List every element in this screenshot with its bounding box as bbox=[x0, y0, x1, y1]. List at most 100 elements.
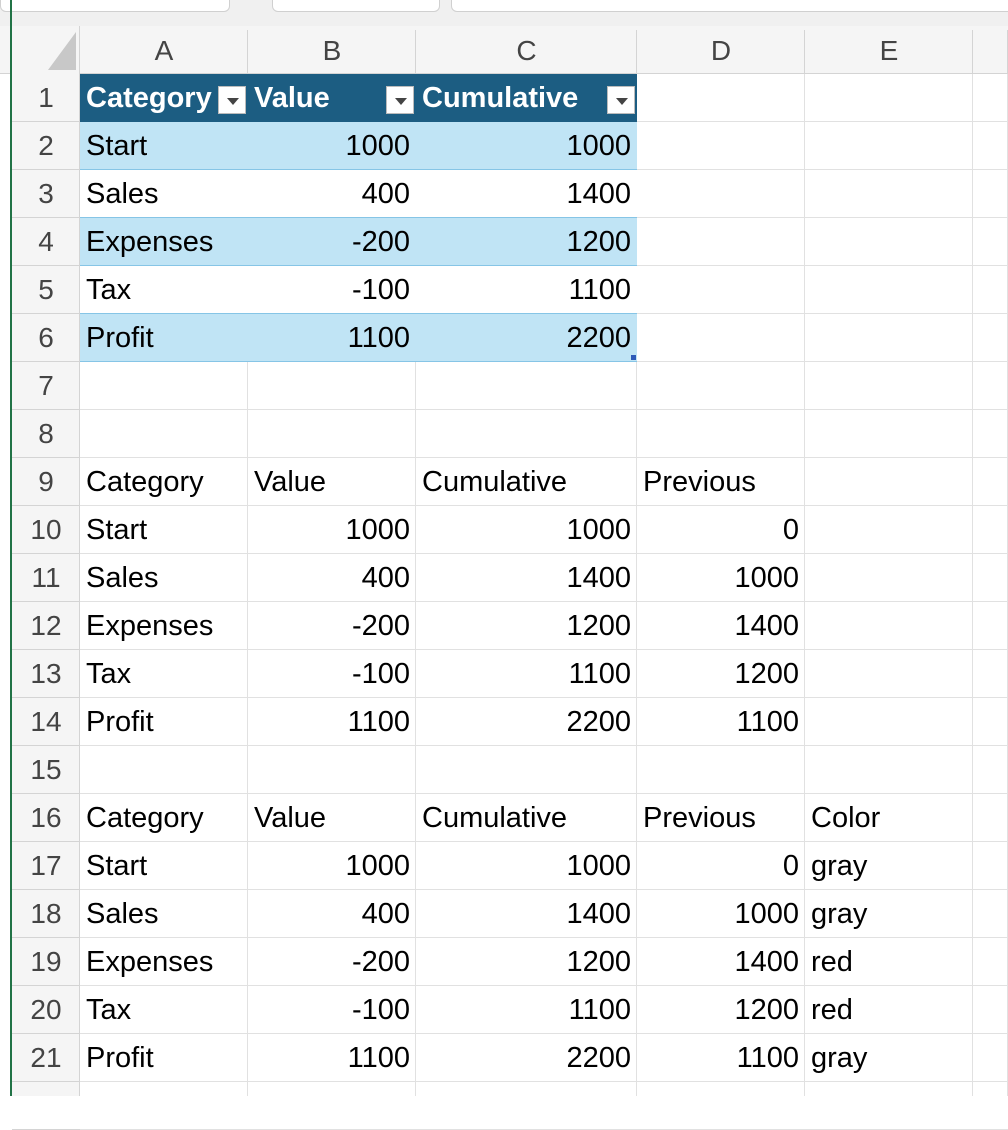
row-header[interactable]: 3 bbox=[38, 178, 54, 209]
row-gridline bbox=[80, 841, 1008, 842]
column-header[interactable]: D bbox=[710, 35, 732, 66]
row-header[interactable]: 9 bbox=[38, 466, 54, 497]
cell: -200 bbox=[351, 946, 410, 978]
row-header[interactable]: 13 bbox=[30, 658, 62, 689]
row-header-separator bbox=[12, 937, 80, 938]
row-header-separator bbox=[12, 601, 80, 602]
cell: red bbox=[811, 994, 853, 1026]
cell: gray bbox=[811, 850, 868, 882]
cell: 1200 bbox=[566, 946, 631, 978]
row-header[interactable]: 6 bbox=[38, 322, 54, 353]
column-gridline bbox=[415, 74, 416, 1096]
row-header-separator bbox=[12, 505, 80, 506]
cell: -100 bbox=[351, 658, 410, 690]
top-bar bbox=[0, 0, 1008, 26]
table-band bbox=[80, 170, 637, 218]
cell: 400 bbox=[361, 898, 410, 930]
cell: 1400 bbox=[566, 562, 631, 594]
column-header[interactable]: B bbox=[322, 35, 342, 66]
cell: 1000 bbox=[734, 898, 799, 930]
row-gridline bbox=[80, 889, 1008, 890]
table-cell: Tax bbox=[86, 274, 132, 306]
row-header-separator bbox=[12, 121, 80, 122]
cell: Expenses bbox=[86, 946, 214, 978]
table-cell: Profit bbox=[86, 322, 154, 354]
cell: 2200 bbox=[566, 1042, 631, 1074]
cell: 1400 bbox=[566, 898, 631, 930]
row-header[interactable]: 4 bbox=[38, 226, 54, 257]
header-cell: Previous bbox=[643, 466, 756, 498]
row-gridline bbox=[80, 1081, 1008, 1082]
table-cell: Sales bbox=[86, 178, 159, 210]
row-gridline bbox=[80, 745, 1008, 746]
cell: 1000 bbox=[566, 514, 631, 546]
cell: Tax bbox=[86, 994, 132, 1026]
resize-handle[interactable] bbox=[631, 355, 636, 360]
row-header[interactable]: 1 bbox=[38, 82, 54, 113]
row-header[interactable]: 21 bbox=[30, 1042, 62, 1073]
table-cell: Start bbox=[86, 130, 148, 162]
table-cell: 1400 bbox=[566, 178, 631, 210]
row-header-separator bbox=[12, 361, 80, 362]
row-gridline bbox=[80, 697, 1008, 698]
column-header[interactable]: E bbox=[879, 35, 899, 66]
row-header-separator bbox=[12, 217, 80, 218]
table-cell: -100 bbox=[351, 274, 410, 306]
cell: 0 bbox=[782, 514, 799, 546]
table-cell: 1100 bbox=[568, 274, 631, 306]
row-header-separator bbox=[12, 889, 80, 890]
header-separator bbox=[972, 30, 973, 74]
table-cell: Expenses bbox=[86, 226, 214, 258]
filter-button[interactable] bbox=[218, 86, 246, 114]
row-header[interactable]: 17 bbox=[30, 850, 62, 881]
cell: 1200 bbox=[734, 658, 799, 690]
row-header[interactable]: 10 bbox=[30, 514, 62, 545]
row-header[interactable]: 15 bbox=[30, 754, 62, 785]
column-header-bar bbox=[0, 26, 1008, 74]
row-header-separator bbox=[12, 169, 80, 170]
row-gridline bbox=[80, 601, 1008, 602]
row-gridline bbox=[80, 553, 1008, 554]
filter-button[interactable] bbox=[386, 86, 414, 114]
column-header[interactable]: A bbox=[154, 35, 174, 66]
row-header-separator bbox=[12, 409, 80, 410]
cell: Start bbox=[86, 850, 148, 882]
row-header[interactable]: 14 bbox=[30, 706, 62, 737]
formula-bar[interactable] bbox=[451, 0, 1008, 12]
row-header[interactable]: 11 bbox=[31, 562, 61, 593]
cell: 1400 bbox=[734, 946, 799, 978]
row-header-separator bbox=[12, 841, 80, 842]
table-band bbox=[80, 122, 637, 170]
header-cell: Cumulative bbox=[422, 466, 568, 498]
name-box[interactable] bbox=[0, 0, 230, 12]
header-separator bbox=[415, 30, 416, 74]
row-header[interactable]: 16 bbox=[30, 802, 62, 833]
table-cell: 1000 bbox=[566, 130, 631, 162]
cell: 400 bbox=[361, 562, 410, 594]
cell: Sales bbox=[86, 898, 159, 930]
column-gridline bbox=[247, 74, 248, 1096]
row-header-separator bbox=[12, 745, 80, 746]
cell: 1100 bbox=[347, 706, 410, 738]
header-separator bbox=[636, 30, 637, 74]
row-header[interactable]: 12 bbox=[30, 610, 62, 641]
function-box[interactable] bbox=[272, 0, 440, 12]
row-header[interactable]: 18 bbox=[30, 898, 62, 929]
table-header-cell: Cumulative bbox=[422, 82, 579, 114]
row-header[interactable]: 8 bbox=[38, 418, 54, 449]
row-header[interactable]: 7 bbox=[38, 370, 54, 401]
row-header[interactable]: 19 bbox=[30, 946, 62, 977]
cell: 1400 bbox=[734, 610, 799, 642]
row-header-separator bbox=[12, 1081, 80, 1082]
row-header[interactable]: 5 bbox=[38, 274, 54, 305]
select-all[interactable] bbox=[48, 32, 76, 70]
column-header[interactable]: C bbox=[516, 35, 537, 66]
cell: Start bbox=[86, 514, 148, 546]
header-separator bbox=[804, 30, 805, 74]
cell: gray bbox=[811, 1042, 868, 1074]
row-header-separator bbox=[12, 553, 80, 554]
filter-button[interactable] bbox=[607, 86, 635, 114]
row-gridline bbox=[80, 985, 1008, 986]
row-header[interactable]: 20 bbox=[30, 994, 62, 1025]
row-header[interactable]: 2 bbox=[38, 130, 54, 161]
